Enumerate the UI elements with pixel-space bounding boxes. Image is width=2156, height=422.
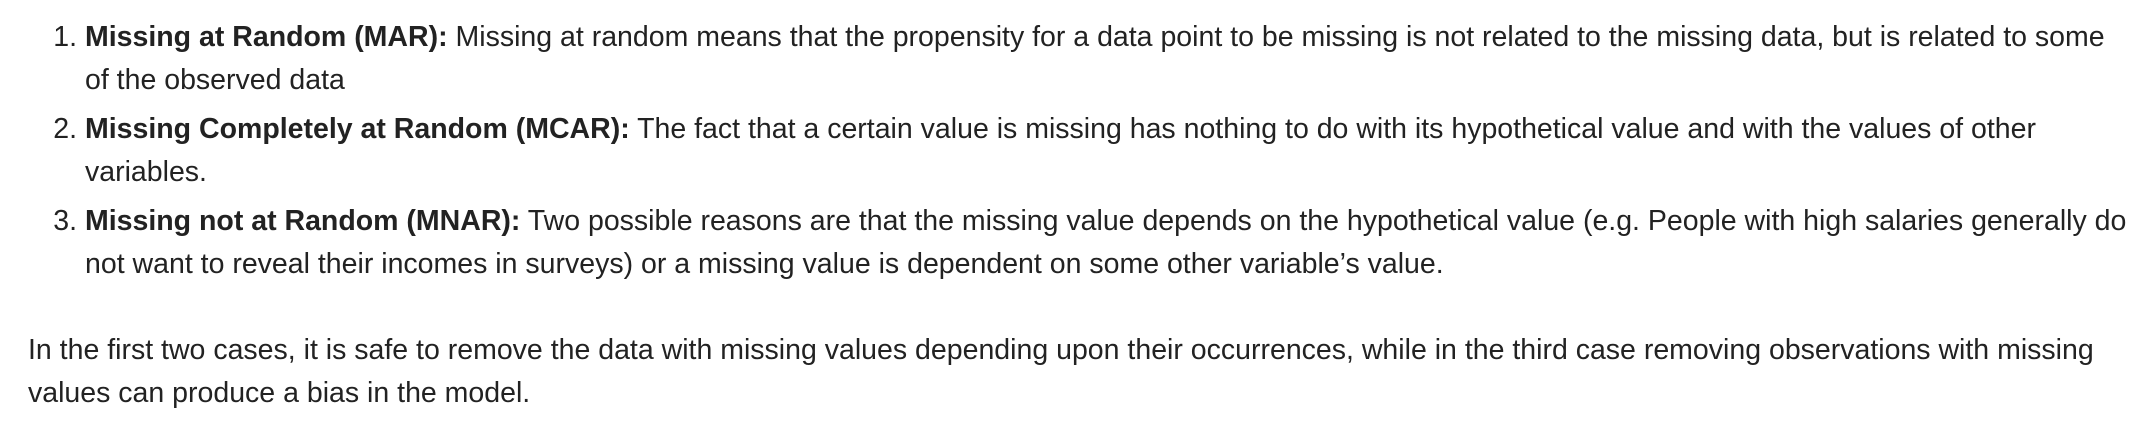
list-item-description: Two possible reasons are that the missin… (85, 205, 2127, 280)
list-item-term: Missing not at Random (MNAR): (85, 205, 521, 237)
list-item-mcar: 2. Missing Completely at Random (MCAR): T… (53, 108, 2128, 194)
list-item-description: The fact that a certain value is missing… (85, 113, 2036, 188)
list-number: 2. (53, 113, 77, 145)
summary-paragraph: In the first two cases, it is safe to re… (28, 334, 2094, 409)
list-number: 1. (53, 21, 77, 53)
missing-data-types-list: 1. Missing at Random (MAR): Missing at ra… (28, 16, 2128, 286)
list-item-term: Missing at Random (MAR): (85, 21, 448, 53)
list-item-description: Missing at random means that the propens… (85, 21, 2105, 96)
list-number: 3. (53, 205, 77, 237)
list-item-term: Missing Completely at Random (MCAR): (85, 113, 630, 145)
list-item-mar: 1. Missing at Random (MAR): Missing at ra… (53, 16, 2128, 102)
list-item-mnar: 3. Missing not at Random (MNAR): Two poss… (53, 200, 2128, 286)
